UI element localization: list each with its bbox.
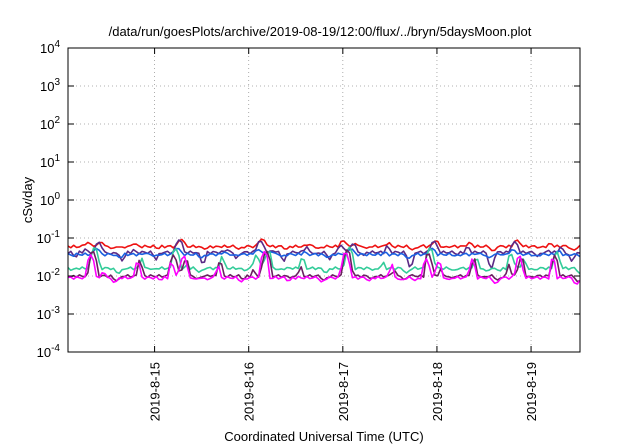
x-axis-label: Coordinated Universal Time (UTC) xyxy=(224,429,423,444)
series-line xyxy=(67,238,581,252)
series-line xyxy=(67,250,581,285)
y-tick-label: 104 xyxy=(40,39,60,56)
chart-title: /data/run/goesPlots/archive/2019-08-19/1… xyxy=(109,24,532,39)
y-tick-label: 10-4 xyxy=(37,343,61,360)
x-tick-label: 2019-8-18 xyxy=(430,362,445,421)
y-tick-label: 101 xyxy=(40,153,60,170)
y-tick-label: 10-1 xyxy=(37,229,61,246)
y-axis-label: cSv/day xyxy=(20,176,35,223)
x-axis: 2019-8-15 2019-8-16 2019-8-17 2019-8-18 2019… xyxy=(148,48,539,421)
y-tick-label: 100 xyxy=(40,191,60,208)
x-tick-label: 2019-8-16 xyxy=(242,362,257,421)
y-axis: 10-4 10-3 10-2 10-1 100 101 102 103 104 xyxy=(37,39,580,360)
x-tick-label: 2019-8-19 xyxy=(524,362,539,421)
series-line xyxy=(67,247,581,259)
grid xyxy=(68,48,580,352)
y-tick-label: 10-3 xyxy=(37,305,61,322)
y-tick-label: 102 xyxy=(40,115,60,132)
x-tick-label: 2019-8-17 xyxy=(336,362,351,421)
series-lines xyxy=(67,238,581,285)
x-tick-label: 2019-8-15 xyxy=(148,362,163,421)
y-tick-label: 103 xyxy=(40,77,60,94)
y-tick-label: 10-2 xyxy=(37,267,61,284)
series-line xyxy=(67,246,581,275)
